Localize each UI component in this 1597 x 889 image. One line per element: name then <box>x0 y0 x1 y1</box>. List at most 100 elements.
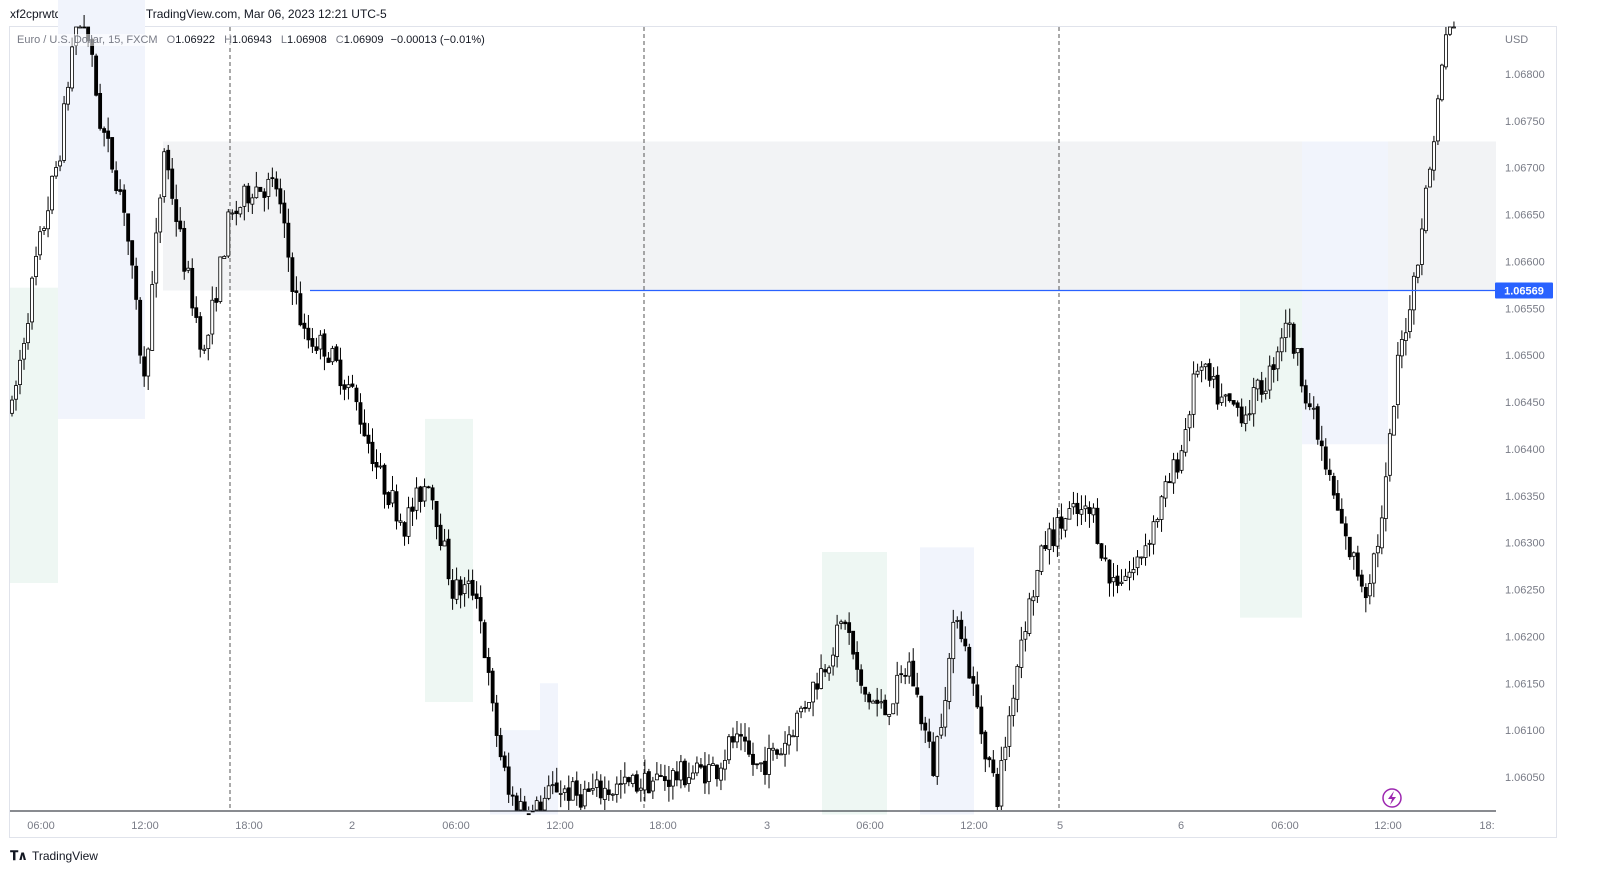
candle <box>630 773 635 788</box>
candle <box>134 257 139 310</box>
candle <box>550 771 555 795</box>
current-price-label: 1.06569 <box>1504 286 1544 298</box>
candle <box>1283 309 1288 353</box>
candle <box>1227 393 1232 403</box>
currency-label: USD <box>1505 34 1528 46</box>
candle <box>618 769 623 799</box>
candle <box>703 752 707 794</box>
candle <box>362 409 367 437</box>
candle <box>1035 569 1040 603</box>
candle <box>30 276 34 330</box>
candle <box>1131 557 1136 581</box>
candle <box>1115 564 1120 594</box>
candle <box>1079 495 1084 525</box>
candle <box>1139 556 1144 566</box>
candle <box>1275 346 1280 382</box>
y-tick-label: 1.06650 <box>1505 210 1545 222</box>
time-axis[interactable]: 06:00 12:00 18:00 2 06:00 12:00 18:00 3 06:00 12:… <box>10 810 1496 832</box>
chart-pane[interactable] <box>9 26 1557 838</box>
candle <box>458 576 463 609</box>
candle <box>626 776 631 787</box>
candle <box>346 375 351 400</box>
candle <box>1267 355 1272 399</box>
candle <box>306 314 311 349</box>
candle <box>450 569 455 610</box>
candle <box>1203 363 1208 380</box>
candle <box>767 734 771 789</box>
legend-high-label: H <box>224 34 233 46</box>
candle <box>1063 517 1068 538</box>
candle <box>246 182 251 213</box>
candle <box>506 752 511 803</box>
level-layer: 1.06569 <box>310 282 1553 299</box>
x-tick-label: 5 <box>1057 820 1063 832</box>
candle <box>1407 295 1412 339</box>
candle <box>1315 403 1320 445</box>
zones-layer <box>10 0 1496 815</box>
y-tick-label: 1.06400 <box>1505 444 1545 456</box>
x-tick-label: 12:00 <box>960 820 988 832</box>
candle <box>182 220 187 280</box>
candle <box>991 750 996 777</box>
candle <box>859 664 864 694</box>
candle <box>402 521 407 546</box>
candle <box>214 286 219 312</box>
candle <box>170 158 175 205</box>
candle <box>1452 21 1456 29</box>
legend-close-label: C <box>335 34 344 46</box>
candle <box>1395 342 1400 419</box>
candle <box>1399 330 1404 369</box>
candle <box>466 569 471 599</box>
candle <box>1351 551 1356 570</box>
zone-gray-0 <box>163 141 1496 291</box>
candle <box>510 786 515 806</box>
candle <box>422 478 427 507</box>
candle <box>418 485 423 513</box>
candle <box>34 246 38 286</box>
candle <box>490 667 495 712</box>
candle <box>202 344 207 354</box>
x-tick-label: 06:00 <box>1271 820 1299 832</box>
candle <box>146 347 151 391</box>
candle <box>114 161 119 195</box>
candle <box>266 172 271 210</box>
candle <box>1091 503 1096 523</box>
candle <box>1363 583 1368 613</box>
candle <box>322 329 327 371</box>
candle <box>1263 377 1268 400</box>
candle <box>1307 393 1312 411</box>
candle <box>1251 377 1256 427</box>
candle <box>178 207 183 232</box>
candle <box>1387 428 1392 482</box>
candle <box>1179 444 1184 474</box>
candle <box>919 695 924 731</box>
candle <box>931 732 936 777</box>
legend-low-label: L <box>280 34 287 46</box>
x-tick-label: 12:00 <box>1374 820 1402 832</box>
price-axis[interactable]: USD 1.06800 1.06750 1.06700 1.06650 1.06600 1.… <box>1505 34 1545 784</box>
flash-icon[interactable] <box>1382 788 1402 808</box>
candle <box>690 765 695 780</box>
candle <box>1440 63 1444 102</box>
legend-close-value: 1.06909 <box>343 34 384 46</box>
candle <box>1019 626 1024 679</box>
candle <box>1027 592 1032 637</box>
candle <box>1279 328 1284 362</box>
candle <box>18 349 22 395</box>
candle <box>638 778 643 802</box>
candle <box>735 721 739 749</box>
candle <box>438 513 443 551</box>
candle <box>198 312 203 358</box>
candle <box>558 780 563 808</box>
y-tick-label: 1.06300 <box>1505 538 1545 550</box>
legend-symbol[interactable]: Euro / U.S. Dollar, 15, FXCM <box>17 34 158 46</box>
candle <box>855 641 860 683</box>
candle <box>1379 505 1384 555</box>
candle <box>927 718 932 749</box>
candle <box>795 710 799 752</box>
footer-brand[interactable]: 𝐓∧ TradingView <box>10 848 98 864</box>
candle <box>995 767 1000 810</box>
candle <box>1411 272 1416 325</box>
candle <box>398 513 403 526</box>
